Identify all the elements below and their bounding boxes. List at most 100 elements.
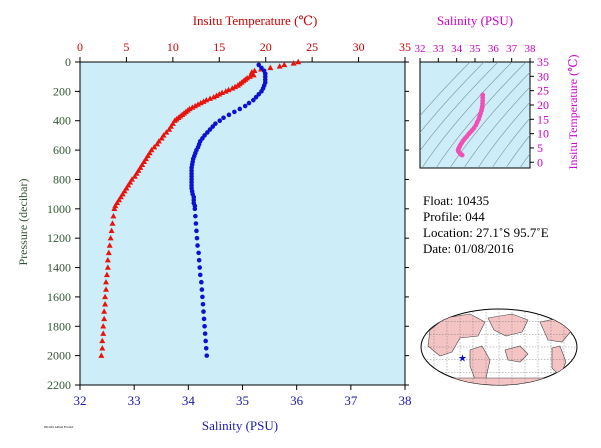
ts-plot-area xyxy=(419,61,531,169)
temperature-point xyxy=(111,205,118,212)
temperature-point xyxy=(158,135,165,141)
left-tick-label: 2000 xyxy=(47,349,71,363)
temperature-point xyxy=(107,234,114,241)
salinity-point xyxy=(232,109,237,115)
top-tick-label: 30 xyxy=(353,40,365,54)
temperature-point xyxy=(110,212,117,219)
ts-right-tick-label: 35 xyxy=(537,55,549,69)
profile-plot-area xyxy=(79,61,406,386)
left-axis-label: Pressure (decibar) xyxy=(16,179,30,266)
salinity-point xyxy=(204,353,210,358)
salinity-point xyxy=(201,309,206,314)
bottom-axis-label: Salinity (PSU) xyxy=(202,418,278,433)
float-id: Float: 10435 xyxy=(423,193,489,208)
temperature-point xyxy=(105,249,112,256)
salinity-point xyxy=(221,115,226,121)
profile-chart: 0 5 10 15 20 25 30 35 32 33 34 35 36 37 38 0 200 400 600 80… xyxy=(16,13,412,433)
ts-top-tick-label: 32 xyxy=(415,43,426,55)
ts-top-tick-label: 33 xyxy=(433,43,445,55)
temperature-point xyxy=(108,227,115,234)
ts-right-tick-label: 20 xyxy=(537,98,549,112)
left-tick-label: 2200 xyxy=(47,378,71,392)
salinity-point xyxy=(202,323,207,329)
density-contour xyxy=(505,134,530,168)
density-contour xyxy=(420,62,485,134)
temperature-point xyxy=(166,126,173,132)
salinity-point xyxy=(256,92,262,97)
ts-right-tick-label: 25 xyxy=(537,84,549,98)
ts-top-tick-label: 35 xyxy=(470,43,482,55)
left-tick-label: 1800 xyxy=(47,319,71,333)
ts-top-tick-label: 37 xyxy=(506,43,518,55)
bottom-tick-label: 36 xyxy=(290,393,304,408)
left-tick-label: 0 xyxy=(65,55,71,69)
temperature-point xyxy=(229,85,236,91)
profile-axis-ticks: 0 5 10 15 20 25 30 35 32 33 34 35 36 37 38 0 200 400 600 80… xyxy=(47,40,412,408)
temperature-point xyxy=(290,60,297,66)
salinity-point xyxy=(194,235,200,241)
temperature-point xyxy=(103,279,109,285)
ts-top-tick-label: 34 xyxy=(451,43,463,55)
salinity-point xyxy=(192,206,198,212)
salinity-point xyxy=(213,121,218,126)
ts-top-tick-label: 36 xyxy=(488,43,500,55)
salinity-point xyxy=(246,100,252,106)
temperature-point xyxy=(222,88,229,94)
left-tick-label: 1200 xyxy=(47,231,71,245)
salinity-point xyxy=(196,257,202,263)
salinity-point xyxy=(200,301,206,307)
temperature-point xyxy=(210,94,217,100)
temperature-point xyxy=(101,308,108,314)
salinity-point xyxy=(207,127,213,132)
ts-top-tick-label: 38 xyxy=(525,43,537,55)
top-tick-label: 0 xyxy=(77,40,83,54)
density-contour xyxy=(519,152,530,168)
salinity-point xyxy=(197,265,203,270)
left-tick-label: 800 xyxy=(53,172,71,186)
top-tick-label: 10 xyxy=(167,40,179,54)
density-contour xyxy=(463,86,530,168)
density-contours xyxy=(420,62,530,168)
temperature-series xyxy=(98,58,302,358)
salinity-point xyxy=(203,345,209,351)
salinity-point xyxy=(200,294,205,300)
temperature-point xyxy=(151,143,158,150)
temperature-point xyxy=(102,301,109,307)
salinity-series xyxy=(189,62,268,358)
float-position-marker: ★ xyxy=(458,353,467,364)
density-contour xyxy=(491,117,530,168)
float-info: Float: 10435 Profile: 044 Location: 27.1… xyxy=(423,193,549,256)
ts-right-tick-label: 15 xyxy=(537,112,549,126)
left-tick-label: 400 xyxy=(53,114,71,128)
temperature-point xyxy=(100,330,107,336)
salinity-point xyxy=(253,94,259,100)
top-tick-label: 5 xyxy=(123,40,129,54)
salinity-point xyxy=(194,228,199,234)
bottom-tick-label: 32 xyxy=(74,393,87,408)
salinity-point xyxy=(242,103,248,109)
left-tick-label: 600 xyxy=(53,143,71,157)
ts-right-tick-label: 30 xyxy=(537,69,549,83)
temperature-point xyxy=(207,95,213,101)
temperature-point xyxy=(109,220,116,226)
temperature-point xyxy=(101,315,108,322)
temperature-point xyxy=(103,271,110,278)
salinity-point xyxy=(193,221,199,226)
temperature-point xyxy=(104,264,111,270)
temperature-point xyxy=(99,337,106,344)
temperature-point xyxy=(102,293,109,300)
float-location: Location: 27.1˚S 95.7˚E xyxy=(423,225,549,240)
temperature-point xyxy=(106,242,113,248)
temperature-point xyxy=(103,286,109,292)
salinity-point xyxy=(203,338,208,344)
bottom-tick-label: 38 xyxy=(399,393,412,408)
profile-date: Date: 01/08/2016 xyxy=(423,241,514,256)
density-contour xyxy=(421,62,513,168)
ts-right-tick-label: 5 xyxy=(537,141,543,155)
salinity-point xyxy=(193,213,198,219)
salinity-point xyxy=(251,97,256,103)
temperature-point xyxy=(281,61,288,68)
top-axis-label: Insitu Temperature (℃) xyxy=(193,13,318,28)
